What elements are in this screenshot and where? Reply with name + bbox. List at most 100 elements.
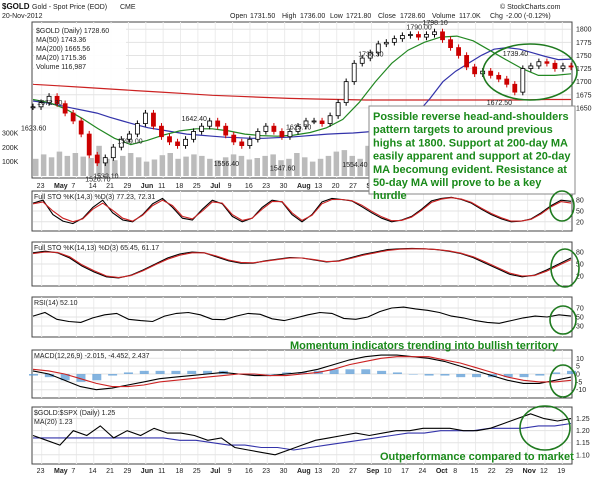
price-candle-body	[287, 131, 293, 138]
sto2-tick-label: 20	[576, 274, 584, 281]
x-tick-label-top: Aug	[297, 183, 311, 190]
x-tick-label-bottom: Aug	[297, 468, 311, 475]
volume-bar	[270, 154, 276, 176]
macd-tick-label: 0	[576, 372, 580, 379]
volume-bar	[143, 161, 150, 176]
x-tick-label-bottom: Oct	[436, 468, 448, 475]
sto1-tick-label: 50	[576, 209, 584, 216]
volume-bar	[341, 150, 348, 176]
price-candle-body	[191, 131, 196, 140]
x-tick-label-bottom: May	[54, 468, 68, 475]
x-tick-label-bottom: 25	[193, 468, 201, 475]
price-annotation: 1526.70	[85, 176, 110, 183]
x-tick-label-top: 14	[89, 183, 97, 190]
price-candle-body	[512, 83, 518, 93]
ratio-tick-label: 1.25	[576, 416, 590, 423]
rsi-tick-label: 70	[576, 306, 584, 313]
price-candle-body	[279, 131, 285, 138]
macd-tick-label: -10	[576, 387, 586, 394]
callout-line: hurdle	[373, 190, 407, 202]
price-annotation: 1642.40	[182, 116, 207, 123]
price-candle-body	[440, 31, 445, 41]
highlight-ellipse-sto2	[550, 248, 580, 288]
price-candle-body	[408, 34, 413, 36]
x-tick-label-top: 29	[123, 183, 131, 190]
macd-histogram-bar	[472, 374, 482, 378]
volume-bar	[120, 155, 126, 176]
volume-tick-label: 300K	[2, 130, 19, 137]
x-tick-label-top: 18	[176, 183, 184, 190]
price-candle-body	[416, 34, 421, 38]
chg-value: -2.00 (-0.12%)	[506, 13, 551, 20]
price-candle-body	[568, 65, 574, 68]
price-candle-body	[319, 120, 325, 124]
rsi-tick-label: 30	[576, 324, 584, 331]
price-candle-body	[367, 52, 373, 59]
macd-histogram-bar	[551, 372, 561, 374]
price-candle-body	[126, 133, 132, 140]
highlight-ellipse-rsi	[549, 305, 577, 335]
price-candle-body	[110, 146, 116, 159]
volume-bar	[88, 158, 94, 176]
sto1-d-line	[32, 197, 572, 223]
macd-histogram-bar	[440, 374, 450, 376]
volume-bar	[302, 157, 308, 176]
high-label: High	[282, 13, 297, 20]
date-label: 20-Nov-2012	[2, 13, 43, 20]
price-annotation: 1798.10	[422, 20, 447, 27]
volume-bar	[167, 153, 173, 176]
price-candle-body	[175, 141, 180, 146]
ratio-ma-label: MA(20) 1.23	[34, 419, 73, 426]
volume-bar	[191, 154, 197, 176]
price-candle-body	[62, 103, 68, 114]
callout-line: 50-day MA will prove to be a key	[373, 177, 542, 189]
price-tick-label: 1750	[576, 53, 592, 60]
price-candle-body	[295, 125, 301, 132]
price-candle-body	[456, 47, 461, 56]
volume-tick-label: 200K	[2, 145, 19, 152]
x-tick-label-bottom: 13	[314, 468, 322, 475]
volume-bar	[317, 158, 324, 177]
price-tick-label: 1800	[576, 27, 592, 34]
volume-bar	[199, 155, 205, 176]
price-candle-body	[78, 120, 84, 135]
macd-histogram-bar	[187, 370, 197, 374]
ratio-values-line	[32, 413, 572, 456]
macd-histogram-bar	[266, 374, 276, 375]
callout-line: MA becomung evident. Resistance at	[373, 164, 567, 176]
x-tick-label-bottom: 16	[245, 468, 253, 475]
price-annotation: 1739.40	[503, 51, 528, 58]
price-candle-body	[327, 115, 333, 124]
momentum-callout: Momentum indicators trending into bullis…	[290, 340, 559, 352]
price-annotation: 1738.30	[358, 52, 383, 59]
price-tick-label: 1775	[576, 40, 592, 47]
sto2-d-line	[32, 248, 572, 279]
callout-box	[368, 105, 576, 195]
price-candle-body	[207, 120, 213, 127]
macd-line	[32, 354, 572, 391]
price-candle-body	[335, 102, 341, 117]
price-candle-body	[199, 125, 205, 132]
volume-bar	[112, 160, 118, 176]
watermark: © StockCharts.com	[500, 3, 561, 11]
macd-tick-label: 10	[576, 356, 584, 363]
volume-bar	[80, 156, 86, 176]
x-tick-label-bottom: Jul	[210, 468, 220, 475]
sto1-tick-label: 20	[576, 219, 584, 226]
callout-line: highs at 1800. Support at 200-day MA	[373, 137, 568, 149]
macd-histogram-bar	[456, 374, 466, 378]
macd-histogram-bar	[76, 374, 86, 382]
volume-bar	[135, 157, 142, 176]
price-candle-body	[38, 102, 44, 108]
macd-histogram-bar	[92, 374, 102, 381]
macd-histogram-bar	[424, 374, 434, 376]
volume-bar	[104, 158, 110, 177]
volume-bar	[159, 155, 166, 176]
volume-label: Volume	[432, 13, 455, 20]
x-tick-label-bottom: 24	[418, 468, 426, 475]
price-candle-body	[151, 112, 156, 127]
ratio-tick-label: 1.20	[576, 428, 590, 435]
price-annotation: 1532.10	[93, 174, 118, 181]
x-tick-label-top: 9	[228, 183, 232, 190]
price-candle-body	[448, 39, 453, 48]
